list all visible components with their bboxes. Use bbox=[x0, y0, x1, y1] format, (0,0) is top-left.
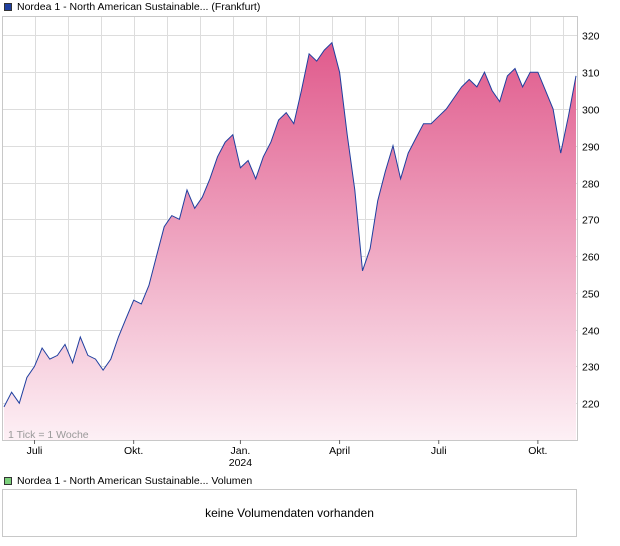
main-legend-label: Nordea 1 - North American Sustainable...… bbox=[17, 1, 261, 13]
y-tick-label: 310 bbox=[582, 68, 600, 80]
x-tick-label: Okt. bbox=[124, 445, 143, 457]
y-tick-label: 260 bbox=[582, 252, 600, 264]
price-area bbox=[4, 42, 576, 440]
y-tick-label: 270 bbox=[582, 215, 600, 227]
volume-legend: Nordea 1 - North American Sustainable...… bbox=[4, 475, 252, 487]
x-axis: JuliOkt.Jan.2024AprilJuliOkt.Jan.2025Apr… bbox=[27, 440, 547, 469]
main-legend-swatch bbox=[4, 3, 12, 11]
price-chart: 220 230 240 250 260 270 280 290 300 310 320 Juli Ok… bbox=[2, 16, 600, 469]
price-line bbox=[3, 41, 577, 408]
y-tick-label: 290 bbox=[582, 142, 600, 154]
y-tick-label: 320 bbox=[582, 31, 600, 43]
y-tick-label: 240 bbox=[582, 326, 600, 338]
x-tick-label: Juli bbox=[431, 445, 447, 457]
volume-legend-label: Nordea 1 - North American Sustainable...… bbox=[17, 475, 253, 487]
y-axis: 220 230 240 250 260 270 280 290 300 310 320 bbox=[582, 31, 600, 411]
y-tick-label: 280 bbox=[582, 179, 600, 191]
volume-message: keine Volumendaten vorhanden bbox=[205, 506, 374, 520]
y-tick-label: 220 bbox=[582, 399, 600, 411]
y-tick-label: 250 bbox=[582, 289, 600, 301]
x-tick-label: April bbox=[329, 445, 350, 457]
y-tick-label: 230 bbox=[582, 362, 600, 374]
volume-panel: keine Volumendaten vorhanden bbox=[2, 489, 577, 537]
tick-note: 1 Tick = 1 Woche bbox=[8, 429, 89, 441]
x-tick-label: Jan. bbox=[230, 445, 250, 457]
volume-legend-swatch bbox=[4, 477, 12, 485]
x-tick-label: Juli bbox=[27, 445, 43, 457]
main-legend: Nordea 1 - North American Sustainable...… bbox=[4, 1, 260, 13]
y-tick-label: 300 bbox=[582, 105, 600, 117]
x-tick-label: Okt. bbox=[528, 445, 547, 457]
x-year-label: 2024 bbox=[229, 457, 253, 469]
